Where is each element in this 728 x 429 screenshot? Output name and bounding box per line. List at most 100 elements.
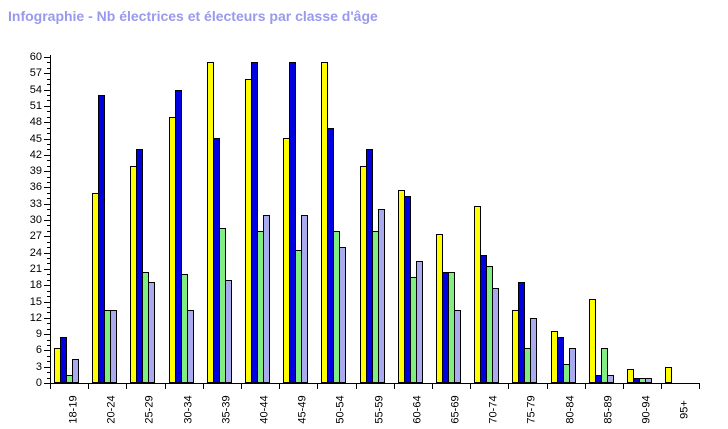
y-tick-label: 6 (35, 344, 42, 356)
x-axis-label: 65-69 (449, 395, 462, 424)
y-tick (47, 198, 50, 199)
y-tick (47, 128, 50, 129)
bar-series-1-yellow-90-94 (627, 369, 634, 383)
bar-series-4-lavender-30-34 (187, 310, 194, 383)
y-tick (47, 225, 50, 226)
y-tick (47, 323, 50, 324)
y-tick (47, 280, 50, 281)
y-tick-label: 45 (29, 133, 42, 145)
x-axis-label: 90-94 (640, 395, 653, 424)
bar-series-2-blue-40-44 (251, 62, 258, 383)
y-tick (47, 149, 50, 150)
y-tick-label: 51 (29, 100, 42, 112)
x-tick (623, 383, 624, 389)
y-tick (47, 160, 50, 161)
y-tick (47, 345, 50, 346)
y-tick (47, 95, 50, 96)
y-tick (44, 334, 50, 335)
y-tick (44, 253, 50, 254)
x-axis-label: 80-84 (564, 395, 577, 424)
x-axis-label: 45-49 (296, 395, 309, 424)
bar-series-1-yellow-95+ (665, 367, 672, 383)
page-title: Infographie - Nb électrices et électeurs… (8, 8, 378, 24)
x-tick (279, 383, 280, 389)
y-tick (47, 378, 50, 379)
y-tick (47, 62, 50, 63)
x-tick (470, 383, 471, 389)
x-axis-label: 75-79 (525, 395, 538, 424)
y-tick-label: 60 (29, 51, 42, 63)
y-tick (44, 220, 50, 221)
bar-series-2-blue-45-49 (289, 62, 296, 383)
y-tick (44, 236, 50, 237)
x-tick (508, 383, 509, 389)
x-tick (547, 383, 548, 389)
x-tick (317, 383, 318, 389)
y-tick (44, 187, 50, 188)
y-tick (47, 247, 50, 248)
x-tick (165, 383, 166, 389)
y-tick (47, 231, 50, 232)
x-axis-label: 25-29 (143, 395, 156, 424)
y-tick (47, 372, 50, 373)
y-tick (44, 383, 50, 384)
y-tick (44, 318, 50, 319)
y-tick-label: 57 (29, 67, 42, 79)
y-tick (44, 122, 50, 123)
y-axis-line (50, 55, 51, 384)
x-axis-label: 50-54 (334, 395, 347, 424)
x-axis-label: 20-24 (105, 395, 118, 424)
bar-series-2-blue-75-79 (518, 282, 525, 383)
x-tick (241, 383, 242, 389)
bar-series-1-yellow-85-89 (589, 299, 596, 383)
x-tick (699, 383, 700, 389)
y-tick (44, 155, 50, 156)
bar-series-4-lavender-55-59 (378, 209, 385, 383)
x-axis-label: 40-44 (258, 395, 271, 424)
x-axis-label: 18-19 (67, 395, 80, 424)
bar-series-4-lavender-50-54 (339, 247, 346, 383)
y-tick-label: 42 (29, 149, 42, 161)
y-tick-label: 48 (29, 116, 42, 128)
y-tick (44, 269, 50, 270)
y-tick-label: 36 (29, 181, 42, 193)
y-tick (47, 291, 50, 292)
y-tick (47, 117, 50, 118)
x-tick (356, 383, 357, 389)
y-tick (44, 302, 50, 303)
x-axis-label: 35-39 (220, 395, 233, 424)
bar-series-2-blue-20-24 (98, 95, 105, 383)
y-tick-label: 30 (29, 214, 42, 226)
x-tick (394, 383, 395, 389)
y-tick (47, 329, 50, 330)
bar-series-4-lavender-35-39 (225, 280, 232, 383)
x-tick (203, 383, 204, 389)
x-axis-label: 70-74 (487, 395, 500, 424)
y-tick (44, 57, 50, 58)
x-tick (661, 383, 662, 389)
y-tick (44, 106, 50, 107)
y-tick (44, 73, 50, 74)
bar-series-2-blue-30-34 (175, 90, 182, 383)
y-tick (47, 133, 50, 134)
bar-series-4-lavender-20-24 (110, 310, 117, 383)
y-tick (47, 307, 50, 308)
y-tick-label: 21 (29, 263, 42, 275)
y-tick (47, 274, 50, 275)
x-tick (126, 383, 127, 389)
bar-series-4-lavender-70-74 (492, 288, 499, 383)
bar-series-2-blue-18-19 (60, 337, 67, 383)
y-tick (47, 312, 50, 313)
bar-series-4-lavender-60-64 (416, 261, 423, 383)
y-tick-label: 3 (35, 361, 42, 373)
y-tick (47, 193, 50, 194)
y-tick (47, 296, 50, 297)
bar-series-4-lavender-75-79 (530, 318, 537, 383)
y-tick (44, 285, 50, 286)
bar-series-4-lavender-65-69 (454, 310, 461, 383)
y-tick-label: 39 (29, 165, 42, 177)
y-tick (47, 356, 50, 357)
bar-series-2-blue-80-84 (557, 337, 564, 383)
